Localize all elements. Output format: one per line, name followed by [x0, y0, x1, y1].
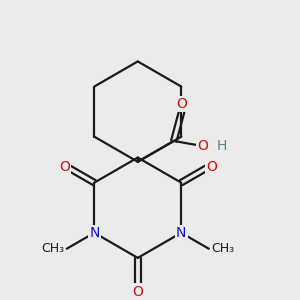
- Text: CH₃: CH₃: [41, 242, 64, 255]
- Text: N: N: [89, 226, 100, 240]
- Text: H: H: [217, 139, 227, 153]
- Text: CH₃: CH₃: [211, 242, 234, 255]
- Text: O: O: [206, 160, 217, 174]
- Text: O: O: [176, 97, 187, 111]
- Text: O: O: [59, 160, 70, 174]
- Text: O: O: [132, 284, 143, 298]
- Text: O: O: [197, 139, 208, 153]
- Text: N: N: [176, 226, 186, 240]
